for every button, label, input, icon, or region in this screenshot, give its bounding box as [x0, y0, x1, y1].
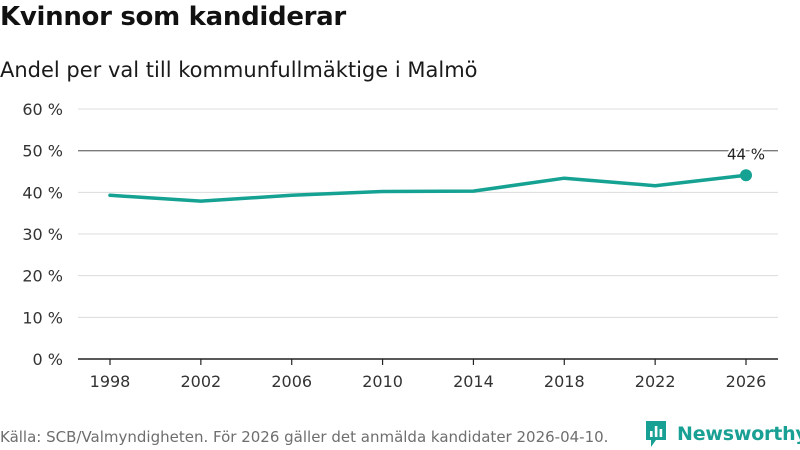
- x-tick-label: 2026: [726, 372, 767, 391]
- x-tick-label: 2002: [180, 372, 221, 391]
- chart-subtitle: Andel per val till kommunfullmäktige i M…: [0, 58, 478, 82]
- y-tick-label: 10 %: [22, 308, 63, 327]
- x-tick-label: 2010: [362, 372, 403, 391]
- annotation-halo: 44 %: [727, 146, 765, 164]
- x-tick-label: 2006: [271, 372, 312, 391]
- axes: [78, 358, 778, 365]
- y-tick-label: 20 %: [22, 267, 63, 286]
- series: [108, 169, 752, 203]
- brand-logo: Newsworthy: [644, 420, 800, 448]
- last-point-marker: [740, 169, 752, 182]
- y-tick-label: 0 %: [33, 350, 63, 369]
- chart-title: Kvinnor som kandiderar: [0, 2, 346, 32]
- labels: 0 % 10 % 20 % 30 % 40 % 50 % 60 % 1998 2002 2006 2…: [22, 100, 767, 391]
- y-tick-label: 40 %: [22, 183, 63, 202]
- brand-name: Newsworthy: [677, 423, 800, 445]
- source-note: Källa: SCB/Valmyndigheten. För 2026 gäll…: [0, 428, 609, 446]
- annotation-label: 44 %: [727, 146, 765, 164]
- bar-chart-icon: [646, 421, 666, 447]
- x-tick-label: 2014: [453, 372, 494, 391]
- series-line: [108, 173, 748, 203]
- x-tick-label: 1998: [90, 372, 131, 391]
- y-tick-label: 30 %: [22, 225, 63, 244]
- gridlines: [78, 108, 778, 318]
- y-tick-label: 60 %: [22, 100, 63, 119]
- y-tick-label: 50 %: [22, 142, 63, 161]
- x-tick-label: 2022: [635, 372, 676, 391]
- x-tick-label: 2018: [544, 372, 585, 391]
